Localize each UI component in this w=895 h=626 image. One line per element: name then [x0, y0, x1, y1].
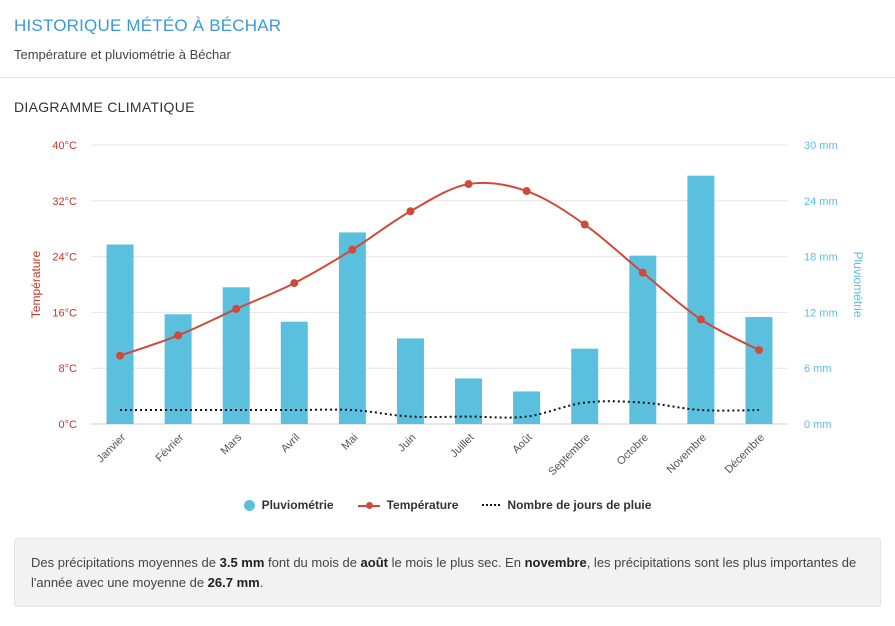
precipitation-bar — [338, 232, 366, 424]
precipitation-bar — [280, 321, 308, 424]
precipitation-bar — [571, 348, 599, 424]
legend-label-temperature: Température — [386, 498, 459, 512]
precipitation-bar — [629, 255, 657, 424]
y-left-tick-label: 24°C — [52, 252, 77, 264]
precipitation-bar — [455, 378, 483, 424]
chart-legend: Pluviométrie Température Nombre de jours… — [0, 498, 895, 512]
legend-swatch-precipitation — [243, 499, 255, 511]
x-tick-label: Septembre — [546, 432, 593, 479]
section-title: DIAGRAMME CLIMATIQUE — [14, 99, 195, 115]
y-left-tick-label: 40°C — [52, 140, 77, 152]
x-tick-label: Décembre — [723, 432, 767, 476]
temperature-point — [464, 180, 473, 189]
y-left-tick-label: 0°C — [59, 419, 78, 431]
temperature-line — [119, 181, 760, 357]
note-text-3: le mois le plus sec. En — [388, 555, 525, 570]
legend-item-temperature[interactable]: Température — [357, 498, 459, 512]
note-driest-value: 3.5 mm — [219, 555, 265, 570]
temperature-point — [406, 207, 415, 216]
x-tick-label: Mars — [219, 431, 245, 457]
x-tick-label: Août — [510, 432, 534, 456]
page-header: HISTORIQUE MÉTÉO À BÉCHAR Température et… — [14, 14, 881, 63]
legend-item-rain-days[interactable]: Nombre de jours de pluie — [482, 498, 651, 512]
y-right-axis-title: Pluviométrie — [851, 251, 865, 317]
legend-label-rain-days: Nombre de jours de pluie — [507, 498, 652, 512]
x-tick-label: Novembre — [665, 432, 709, 476]
climate-chart: 0°C 0 mm 8°C 6 mm 16°C 12 mm 24°C 18 mm 32°C 24 m… — [29, 140, 865, 479]
temperature-point — [754, 346, 763, 355]
temperature-point — [522, 187, 531, 196]
x-tick-label: Octobre — [615, 432, 651, 468]
note-driest-month: août — [360, 555, 388, 570]
note-text-2: font du mois de — [264, 555, 361, 570]
note-text-4: , les précipitations sont les plus impor… — [31, 555, 857, 590]
precipitation-bar — [396, 338, 424, 424]
note-wettest-value: 26.7 mm — [207, 575, 260, 590]
temperature-point — [696, 315, 705, 324]
temperature-point — [116, 351, 125, 360]
temperature-point — [638, 268, 647, 277]
temperature-point — [232, 304, 241, 313]
y-right-tick-label: 0 mm — [804, 419, 832, 431]
x-tick-label: Avril — [279, 432, 302, 455]
y-right-tick-label: 24 mm — [804, 196, 838, 208]
y-left-tick-label: 8°C — [59, 363, 78, 375]
y-right-tick-label: 12 mm — [804, 307, 838, 319]
y-left-tick-label: 16°C — [52, 307, 77, 319]
x-tick-label: Juin — [396, 432, 419, 455]
y-left-tick-label: 32°C — [52, 196, 77, 208]
precipitation-bar — [513, 391, 541, 424]
temperature-point — [174, 331, 183, 340]
page-title: HISTORIQUE MÉTÉO À BÉCHAR — [14, 16, 282, 35]
temperature-point — [348, 245, 357, 254]
note-text-1: Des précipitations moyennes de — [31, 555, 220, 570]
x-tick-label: Juillet — [448, 432, 476, 460]
temperature-point — [290, 279, 299, 288]
header-divider — [0, 77, 895, 78]
legend-swatch-rain-days — [482, 504, 501, 506]
legend-swatch-temperature — [357, 500, 380, 511]
temperature-point — [580, 220, 589, 229]
legend-item-precipitation[interactable]: Pluviométrie — [243, 498, 334, 512]
precipitation-bar — [745, 317, 773, 424]
y-right-tick-label: 6 mm — [804, 363, 832, 375]
legend-label-precipitation: Pluviométrie — [261, 498, 334, 512]
climate-summary-note: Des précipitations moyennes de 3.5 mm fo… — [14, 538, 881, 607]
x-tick-label: Mai — [339, 432, 360, 453]
precipitation-bar — [106, 244, 134, 424]
y-right-tick-label: 30 mm — [804, 140, 838, 152]
y-left-axis-title: Température — [29, 250, 43, 318]
x-tick-label: Janvier — [95, 431, 129, 465]
page-subtitle: Température et pluviométrie à Béchar — [14, 47, 231, 62]
note-wettest-month: novembre — [524, 555, 587, 570]
note-text-5: . — [259, 575, 264, 590]
y-right-tick-label: 18 mm — [804, 252, 838, 264]
rain-days-line — [120, 400, 759, 419]
precipitation-bar — [687, 175, 715, 424]
x-tick-label: Février — [154, 431, 187, 464]
